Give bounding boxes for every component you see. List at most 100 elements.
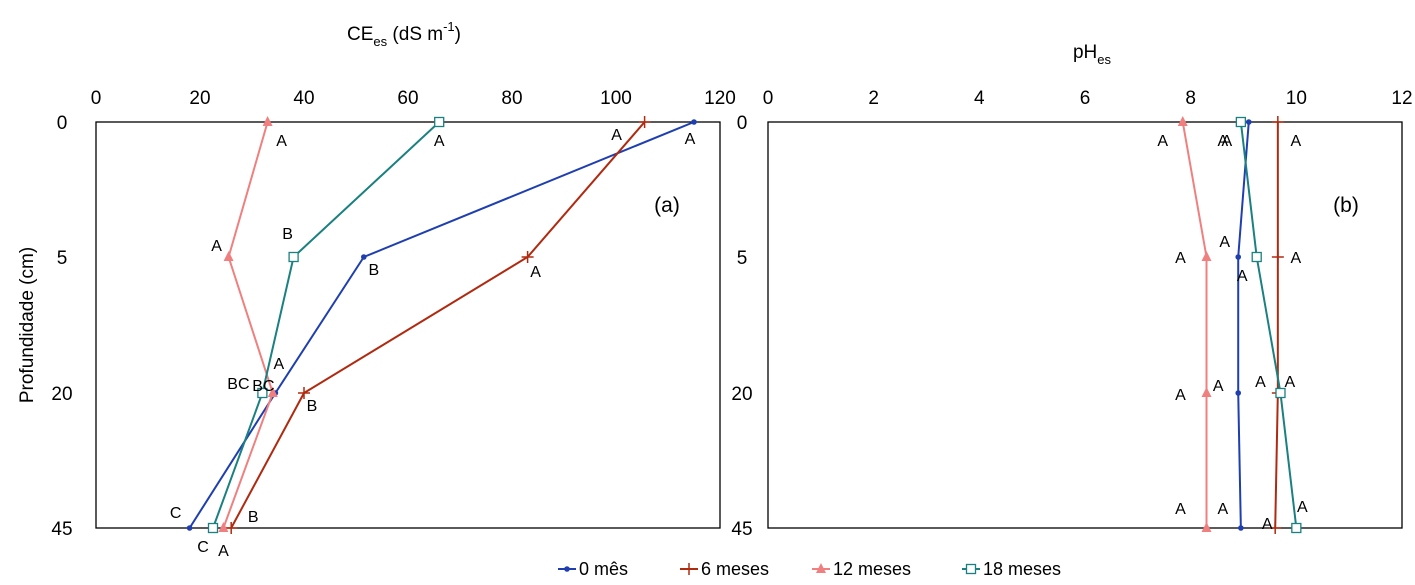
data-point (267, 387, 278, 397)
legend: 0 mês 6 meses 12 meses 18 meses (558, 559, 1061, 579)
data-point (298, 387, 310, 399)
panel-a-series (186, 116, 697, 534)
data-point (1251, 251, 1262, 263)
y-tick-label: 0 (737, 113, 748, 134)
data-point (1201, 251, 1212, 261)
significance-label: A (276, 133, 287, 150)
data-point (1275, 387, 1286, 399)
significance-label: A (611, 127, 622, 144)
significance-label: A (1297, 499, 1308, 516)
significance-label: BC (252, 378, 274, 395)
significance-label: A (1157, 133, 1168, 150)
series-line (1181, 121, 1208, 528)
series-line (230, 121, 646, 529)
significance-label: A (1255, 374, 1266, 391)
significance-label: C (170, 505, 182, 522)
significance-label: A (1237, 268, 1248, 285)
panel-b-title: pHes (1073, 42, 1112, 67)
significance-label: A (211, 238, 222, 255)
data-point (1235, 254, 1242, 260)
data-point (1201, 387, 1212, 397)
x-tick-label: 10 (1286, 88, 1307, 109)
panel-b-label: (b) (1333, 194, 1359, 217)
significance-label: A (273, 356, 284, 373)
panel-a: CEes (dS m-1) (a) 0 20 40 60 80 100 120 0 5 20 45… (51, 19, 735, 560)
significance-label: A (530, 264, 541, 281)
y-tick-label: 45 (51, 519, 72, 540)
panel-b-title-sub: es (1097, 52, 1111, 67)
y-tick-label: 45 (731, 519, 752, 540)
significance-label: A (1291, 133, 1302, 150)
significance-label: BC (227, 376, 249, 393)
x-tick-label: 4 (974, 88, 985, 109)
x-tick-label: 6 (1080, 88, 1091, 109)
y-tick-label: 5 (57, 248, 68, 269)
legend-marker (965, 563, 977, 575)
data-point (1271, 116, 1284, 128)
legend-label: 0 mês (579, 559, 628, 579)
panel-b-y-ticks: 0 5 20 45 (731, 113, 752, 540)
data-point (218, 522, 229, 532)
data-point (1235, 116, 1247, 128)
significance-label: C (197, 539, 209, 556)
data-point (1269, 522, 1282, 534)
panel-b-x-ticks: 0 2 4 6 8 10 12 (763, 88, 1413, 109)
data-point (1235, 390, 1242, 396)
series-line (1274, 122, 1279, 529)
data-point (638, 116, 651, 128)
significance-label: B (282, 226, 293, 243)
data-point (1291, 522, 1302, 534)
x-tick-label: 12 (1391, 88, 1412, 109)
significance-label: A (1285, 374, 1296, 391)
significance-label: A (1218, 501, 1229, 518)
x-tick-label: 120 (704, 88, 736, 109)
series-line (188, 121, 695, 529)
series-line (222, 121, 274, 529)
panel-a-title-sup: -1 (443, 19, 455, 34)
y-tick-label: 20 (51, 384, 72, 405)
significance-label: A (218, 543, 229, 560)
significance-label: A (1175, 501, 1186, 518)
significance-label: B (307, 398, 318, 415)
panel-a-title-unit: (dS m (387, 24, 443, 45)
significance-label: A (1219, 234, 1230, 251)
panel-b-title-main: pH (1073, 42, 1097, 63)
legend-marker (564, 566, 570, 572)
x-tick-label: 0 (91, 88, 102, 109)
legend-label: 12 meses (833, 559, 911, 579)
data-point (1177, 116, 1188, 126)
data-point (361, 254, 367, 260)
legend-label: 6 meses (701, 559, 769, 579)
data-point (225, 522, 238, 534)
x-tick-label: 2 (868, 88, 879, 109)
data-point (1201, 522, 1212, 532)
x-tick-label: 60 (397, 88, 418, 109)
data-point (1238, 525, 1244, 531)
y-tick-label: 5 (737, 248, 748, 269)
significance-label: A (1291, 250, 1302, 267)
panel-a-title-main: CE (347, 24, 373, 45)
data-point (257, 387, 268, 399)
series-line (1237, 121, 1250, 529)
significance-label: A (1218, 133, 1229, 150)
panel-a-y-ticks: 0 5 20 45 (51, 113, 72, 540)
significance-label: A (1175, 250, 1186, 267)
x-tick-label: 40 (293, 88, 314, 109)
significance-label: A (685, 131, 696, 148)
data-point (1271, 251, 1284, 263)
panel-a-title-close: ) (455, 24, 461, 45)
x-tick-label: 20 (189, 88, 210, 109)
y-tick-label: 20 (731, 384, 752, 405)
panel-a-title-sub: es (373, 34, 387, 49)
significance-label: B (248, 509, 259, 526)
data-point (1245, 119, 1252, 125)
legend-marker (816, 563, 826, 573)
panel-a-x-ticks: 0 20 40 60 80 100 120 (91, 88, 736, 109)
significance-label: A (434, 133, 445, 150)
x-tick-label: 100 (600, 88, 632, 109)
legend-label: 18 meses (983, 559, 1061, 579)
